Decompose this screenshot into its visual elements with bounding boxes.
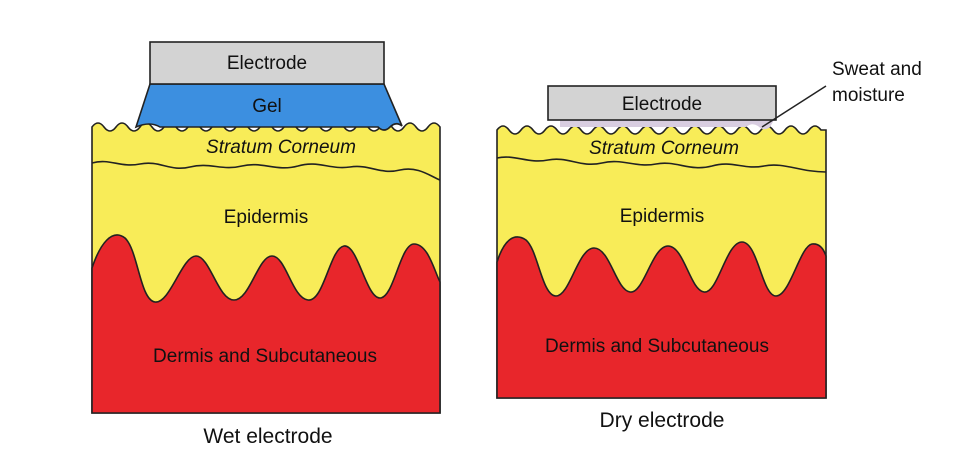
dry-stratum-boundary (496, 156, 827, 173)
wet-gel-layer (134, 83, 403, 131)
dry-dermis-label: Dermis and Subcutaneous (545, 336, 769, 357)
wet-gel-label: Gel (252, 96, 282, 117)
wet-electrode-panel: Electrode Gel Stratum Corneum Epidermis … (91, 41, 441, 448)
moisture-annotation-line1: Sweat and (832, 59, 922, 80)
moisture-annotation-line2: moisture (832, 85, 905, 106)
wet-dermis-label: Dermis and Subcutaneous (153, 346, 377, 367)
dry-dermis-layer (496, 236, 827, 399)
dry-stratum-label: Stratum Corneum (589, 138, 739, 159)
wet-stratum-boundary (91, 160, 441, 181)
wet-stratum-label: Stratum Corneum (206, 137, 356, 158)
wet-epidermis-label: Epidermis (224, 207, 308, 228)
wet-electrode (149, 41, 385, 85)
dry-moisture-film (560, 120, 774, 130)
dry-caption: Dry electrode (600, 409, 725, 432)
dry-electrode-panel: Electrode Stratum Corneum Epidermis Derm… (496, 59, 922, 432)
dry-electrode (547, 85, 777, 121)
dry-electrode-label: Electrode (622, 94, 702, 115)
wet-dermis-layer (91, 234, 441, 414)
wet-electrode-label: Electrode (227, 53, 307, 74)
dry-epidermis-label: Epidermis (620, 206, 704, 227)
moisture-pointer-line (761, 85, 827, 128)
wet-caption: Wet electrode (203, 425, 332, 448)
